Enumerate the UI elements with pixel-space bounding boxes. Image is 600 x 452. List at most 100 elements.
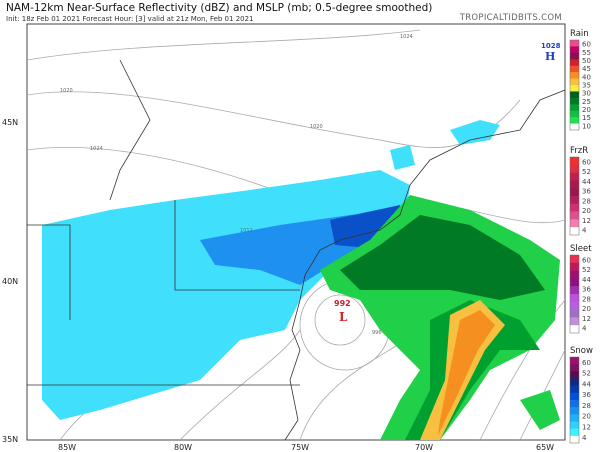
low-pressure-center: 992 L bbox=[334, 299, 351, 324]
low-pressure-symbol: L bbox=[339, 310, 348, 324]
high-pressure-symbol: H bbox=[545, 50, 555, 63]
legend-tick: 28 bbox=[582, 402, 591, 410]
legend-tick: 40 bbox=[582, 73, 591, 81]
legend-title-snow: Snow bbox=[570, 346, 593, 356]
legend-swatch bbox=[570, 110, 579, 118]
isobar-labels: 1024 1020 1020 1012 996 1024 bbox=[60, 34, 413, 336]
legend-swatch bbox=[570, 65, 579, 73]
legend-tick: 44 bbox=[582, 276, 591, 284]
latitude-labels: 45N 40N 35N bbox=[2, 118, 18, 444]
high-pressure-value: 1028 bbox=[541, 42, 561, 50]
legend-swatch bbox=[570, 219, 579, 228]
legend-swatch bbox=[570, 78, 579, 86]
legend-tick: 12 bbox=[582, 217, 591, 225]
legend-tick: 28 bbox=[582, 295, 591, 303]
legend-swatch bbox=[570, 317, 579, 326]
lat-label: 45N bbox=[2, 118, 18, 127]
legend-swatch bbox=[570, 59, 579, 67]
legend-tick: 36 bbox=[582, 286, 591, 294]
lon-label: 85W bbox=[58, 443, 76, 452]
legend-tick: 20 bbox=[582, 413, 591, 421]
map-title: NAM-12km Near-Surface Reflectivity (dBZ)… bbox=[6, 2, 433, 14]
legend-title-sleet: Sleet bbox=[570, 244, 592, 254]
lon-label: 75W bbox=[291, 443, 309, 452]
legend-tick: 52 bbox=[582, 266, 591, 274]
lon-label: 80W bbox=[174, 443, 192, 452]
legend-swatch bbox=[570, 104, 579, 112]
legend-tick: 36 bbox=[582, 391, 591, 399]
low-pressure-value: 992 bbox=[334, 299, 351, 308]
legend-swatch bbox=[570, 164, 579, 173]
legend-swatch bbox=[570, 400, 579, 408]
legend-tick: 60 bbox=[582, 41, 591, 49]
legend-tick: 55 bbox=[582, 49, 591, 57]
legend-tick: 4 bbox=[582, 434, 587, 442]
legend-tick: 52 bbox=[582, 168, 591, 176]
legend-tick: 30 bbox=[582, 90, 591, 98]
lat-label: 35N bbox=[2, 435, 18, 444]
legend-swatch bbox=[570, 188, 579, 197]
legend-swatch bbox=[570, 172, 579, 181]
legend-tick: 4 bbox=[582, 227, 587, 235]
precip-mix-band bbox=[420, 300, 505, 440]
isobar-label: 996 bbox=[372, 330, 382, 336]
legend-swatch bbox=[570, 196, 579, 205]
legend-swatch bbox=[570, 294, 579, 303]
isobar-label: 1024 bbox=[400, 34, 413, 40]
legend-title-frzr: FrzR bbox=[570, 146, 588, 156]
legend-swatch bbox=[570, 203, 579, 212]
legend-swatch bbox=[570, 52, 579, 60]
legend-swatch bbox=[570, 421, 579, 429]
legend-swatch bbox=[570, 325, 579, 334]
legend-swatch bbox=[570, 392, 579, 401]
isobar-label: 1020 bbox=[310, 124, 323, 130]
high-pressure-center: 1028 H bbox=[541, 42, 561, 63]
legend-swatch bbox=[570, 364, 579, 372]
legend-swatch bbox=[570, 97, 579, 105]
legend-swatch bbox=[570, 91, 579, 99]
legend-swatch bbox=[570, 385, 579, 394]
legend-tick: 28 bbox=[582, 197, 591, 205]
coastline-and-borders bbox=[27, 59, 566, 441]
legend-border bbox=[569, 156, 580, 236]
legend-swatch bbox=[570, 180, 579, 189]
legend-tick: 20 bbox=[582, 207, 591, 215]
legend-swatch bbox=[570, 286, 579, 295]
legend-tick: 25 bbox=[582, 98, 591, 106]
legend-swatch bbox=[570, 117, 579, 124]
legend-tick: 44 bbox=[582, 178, 591, 186]
legend-tick: 12 bbox=[582, 423, 591, 431]
legend-swatch bbox=[570, 435, 579, 444]
legend-title-rain: Rain bbox=[570, 29, 589, 39]
legend-border bbox=[569, 356, 580, 444]
legend-panel: Rain6055504540353025201510FrzR6052443628… bbox=[569, 29, 593, 444]
map-subtitle: Init: 18z Feb 01 2021 Forecast Hour: [3]… bbox=[6, 15, 254, 23]
legend-swatch bbox=[570, 301, 579, 310]
legend-swatch bbox=[570, 46, 579, 54]
legend-swatch bbox=[570, 309, 579, 318]
longitude-labels: 85W 80W 75W 70W 65W bbox=[58, 443, 554, 452]
legend-swatch bbox=[570, 278, 579, 287]
legend-swatch bbox=[570, 262, 579, 271]
isobar-label: 1020 bbox=[60, 88, 73, 94]
legend-tick: 50 bbox=[582, 57, 591, 65]
legend-swatch bbox=[570, 407, 579, 415]
legend-swatch bbox=[570, 40, 579, 47]
legend-tick: 35 bbox=[582, 82, 591, 90]
legend-tick: 10 bbox=[582, 122, 591, 130]
brand-watermark: TROPICALTIDBITS.COM bbox=[459, 13, 562, 23]
legend-tick: 4 bbox=[582, 325, 587, 333]
legend-tick: 60 bbox=[582, 158, 591, 166]
legend-tick: 12 bbox=[582, 315, 591, 323]
legend-swatch bbox=[570, 227, 579, 236]
legend-swatch bbox=[570, 270, 579, 279]
lon-label: 65W bbox=[536, 443, 554, 452]
legend-tick: 60 bbox=[582, 359, 591, 367]
legend-swatch bbox=[570, 371, 579, 379]
legend-tick: 15 bbox=[582, 114, 591, 122]
legend-tick: 36 bbox=[582, 188, 591, 196]
legend-swatch bbox=[570, 255, 579, 264]
lat-label: 40N bbox=[2, 277, 18, 286]
lon-label: 70W bbox=[415, 443, 433, 452]
